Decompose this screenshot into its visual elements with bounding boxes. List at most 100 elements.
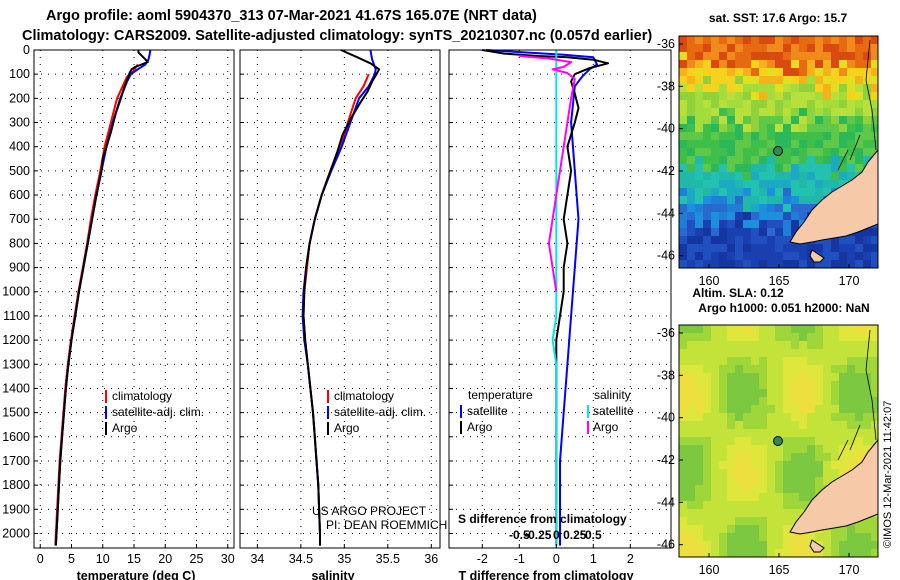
field-cell: [871, 437, 878, 445]
field-cell: [719, 509, 727, 517]
field-cell: [687, 437, 695, 445]
field-cell: [767, 108, 775, 116]
field-cell: [719, 156, 727, 164]
field-cell: [855, 341, 863, 349]
field-cell: [743, 68, 751, 76]
field-cell: [687, 244, 695, 252]
x-tick-label: 0: [37, 552, 44, 566]
field-cell: [743, 341, 751, 349]
field-cell: [719, 148, 727, 156]
field-cell: [735, 413, 743, 421]
field-cell: [831, 260, 839, 268]
field-cell: [871, 517, 878, 525]
field-cell: [679, 132, 687, 140]
field-cell: [799, 124, 807, 132]
field-cell: [735, 341, 743, 349]
field-cell: [855, 132, 863, 140]
series-argo: [302, 49, 381, 546]
field-cell: [855, 68, 863, 76]
field-cell: [711, 204, 719, 212]
field-cell: [727, 541, 735, 549]
field-cell: [735, 148, 743, 156]
field-cell: [799, 389, 807, 397]
field-cell: [815, 124, 823, 132]
field-cell: [855, 437, 863, 445]
field-cell: [767, 52, 775, 60]
field-cell: [839, 325, 847, 333]
field-cell: [703, 469, 711, 477]
field-cell: [839, 549, 847, 557]
field-cell: [783, 196, 791, 204]
field-cell: [863, 132, 871, 140]
field-cell: [703, 204, 711, 212]
field-cell: [767, 461, 775, 469]
field-cell: [791, 477, 799, 485]
y-tick-label: 100: [9, 67, 30, 81]
field-cell: [791, 148, 799, 156]
field-cell: [815, 533, 823, 541]
field-cell: [855, 108, 863, 116]
field-cell: [695, 44, 703, 52]
field-cell: [791, 493, 799, 501]
field-cell: [759, 196, 767, 204]
field-cell: [743, 357, 751, 365]
field-cell: [687, 533, 695, 541]
field-cell: [775, 116, 783, 124]
field-cell: [871, 44, 878, 52]
field-cell: [815, 84, 823, 92]
field-cell: [815, 365, 823, 373]
field-cell: [687, 84, 695, 92]
field-cell: [687, 445, 695, 453]
field-cell: [855, 100, 863, 108]
field-cell: [847, 429, 855, 437]
field-cell: [759, 485, 767, 493]
field-cell: [839, 341, 847, 349]
field-cell: [839, 148, 847, 156]
field-cell: [855, 421, 863, 429]
field-cell: [695, 445, 703, 453]
field-cell: [743, 140, 751, 148]
field-cell: [751, 180, 759, 188]
field-cell: [735, 204, 743, 212]
field-cell: [719, 533, 727, 541]
field-cell: [791, 36, 799, 44]
field-cell: [727, 405, 735, 413]
field-cell: [799, 357, 807, 365]
s-tick-label: 0.25: [563, 528, 587, 542]
x-tick-label: 5: [68, 552, 75, 566]
field-cell: [767, 244, 775, 252]
field-cell: [871, 236, 878, 244]
field-cell: [767, 349, 775, 357]
field-cell: [759, 100, 767, 108]
field-cell: [847, 405, 855, 413]
field-cell: [719, 132, 727, 140]
field-cell: [679, 84, 687, 92]
difference-legend: temperature salinity satellite Argo sate…: [458, 388, 634, 542]
field-cell: [855, 124, 863, 132]
field-cell: [695, 389, 703, 397]
lon-tick-label: 165: [769, 274, 790, 288]
field-cell: [823, 533, 831, 541]
field-cell: [679, 501, 687, 509]
field-cell: [719, 453, 727, 461]
field-cell: [831, 116, 839, 124]
field-cell: [807, 389, 815, 397]
field-cell: [823, 116, 831, 124]
field-cell: [815, 68, 823, 76]
field-cell: [679, 461, 687, 469]
field-cell: [751, 52, 759, 60]
field-cell: [791, 204, 799, 212]
field-cell: [863, 116, 871, 124]
field-cell: [719, 501, 727, 509]
field-cell: [847, 44, 855, 52]
field-cell: [703, 244, 711, 252]
field-cell: [775, 92, 783, 100]
field-cell: [839, 365, 847, 373]
field-cell: [751, 389, 759, 397]
y-tick-label: 1900: [2, 502, 30, 516]
field-cell: [839, 44, 847, 52]
field-cell: [767, 381, 775, 389]
field-cell: [863, 156, 871, 164]
field-cell: [711, 76, 719, 84]
field-cell: [711, 236, 719, 244]
